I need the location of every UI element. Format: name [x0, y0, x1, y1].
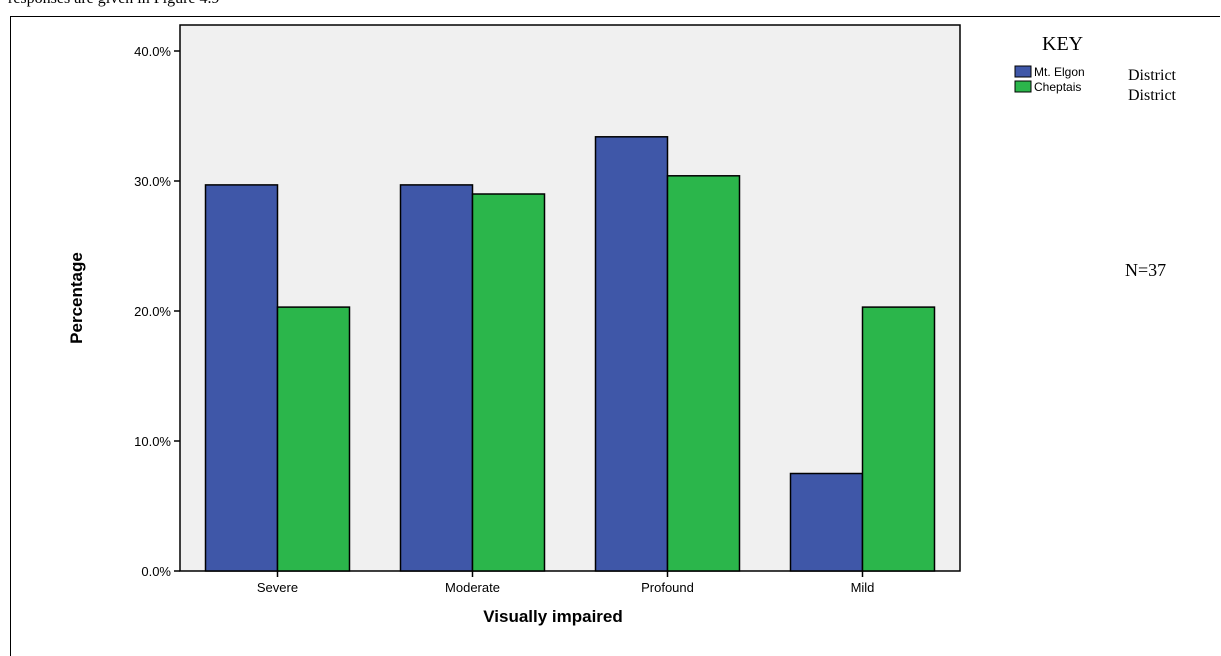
sample-size-annotation: N=37 [1125, 260, 1166, 280]
bar-cheptais-mild [861, 306, 936, 572]
y-tick-label: 20.0% [134, 304, 171, 319]
x-axis-title: Visually impaired [483, 607, 623, 626]
y-axis-title: Percentage [67, 252, 86, 344]
x-tick-label-severe: Severe [257, 580, 298, 595]
bar-cheptais-profound [666, 175, 741, 572]
y-tick-label: 0.0% [141, 564, 171, 579]
y-tick-label: 30.0% [134, 174, 171, 189]
y-tick-label: 10.0% [134, 434, 171, 449]
x-tick-label-mild: Mild [851, 580, 875, 595]
legend-suffix-cheptais: District [1128, 87, 1177, 104]
bars-group [204, 136, 936, 572]
x-tick-label-moderate: Moderate [445, 580, 500, 595]
legend-label-mt-elgon: Mt. Elgon [1034, 65, 1085, 79]
legend-title: KEY [1042, 33, 1083, 55]
y-tick-label: 40.0% [134, 44, 171, 59]
x-tick-label-profound: Profound [641, 580, 694, 595]
legend-swatch-mt-elgon [1014, 65, 1032, 78]
bar-mt-elgon-mild [789, 472, 864, 572]
bar-cheptais-severe [276, 306, 351, 572]
bar-cheptais-moderate [471, 193, 546, 572]
figure-caption: responses are given in Figure 4.9 [8, 0, 220, 8]
legend-label-cheptais: Cheptais [1034, 80, 1081, 94]
x-axis: Severe Moderate Profound Mild [257, 571, 875, 595]
legend-suffix-mt-elgon: District [1128, 67, 1177, 84]
bar-mt-elgon-severe [204, 184, 279, 572]
bar-mt-elgon-moderate [399, 184, 474, 572]
legend: KEY Mt. Elgon District Cheptais District [1014, 33, 1177, 104]
y-axis: 0.0% 10.0% 20.0% 30.0% 40.0% [134, 44, 180, 579]
legend-swatch-cheptais [1014, 80, 1032, 93]
bar-mt-elgon-profound [594, 136, 669, 572]
figure-frame [10, 16, 1220, 656]
